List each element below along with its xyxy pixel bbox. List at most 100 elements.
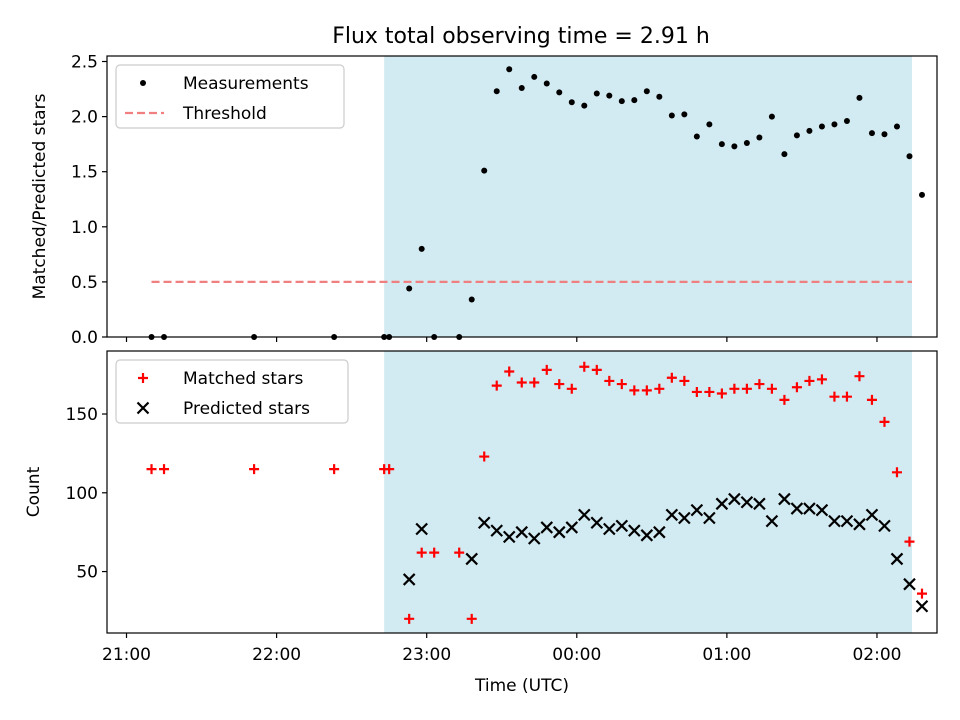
data-point	[481, 167, 488, 174]
data-point	[843, 118, 850, 125]
legend-plus-icon	[138, 373, 148, 383]
legend-top: Measurements Threshold	[115, 64, 345, 129]
data-point	[906, 153, 913, 160]
x-tick-label: 02:00	[852, 645, 901, 665]
data-point	[640, 529, 654, 542]
data-point	[803, 502, 816, 515]
data-point	[853, 518, 866, 531]
data-point	[591, 364, 602, 375]
data-point	[516, 377, 527, 388]
legend-bottom: Matched stars Predicted stars	[115, 359, 349, 424]
data-point	[756, 134, 763, 141]
data-point	[706, 121, 713, 128]
data-point	[716, 388, 727, 399]
data-point	[903, 577, 916, 591]
data-point	[728, 492, 741, 506]
data-point	[493, 88, 500, 95]
data-point	[828, 514, 841, 528]
data-point	[893, 123, 900, 130]
data-point	[681, 111, 688, 118]
data-point	[679, 375, 690, 386]
x-tick-label: 01:00	[702, 645, 751, 665]
data-point	[854, 371, 865, 382]
chart-title: Flux total observing time = 2.91 h	[332, 24, 710, 49]
data-point	[729, 383, 740, 394]
data-point	[743, 140, 750, 147]
data-point	[468, 296, 475, 303]
data-point	[556, 89, 563, 96]
data-point	[578, 508, 591, 522]
data-point	[668, 112, 675, 119]
observing-window-top	[384, 56, 912, 337]
data-point	[579, 361, 590, 372]
y-tick-label: 100	[66, 484, 98, 504]
data-point	[778, 492, 791, 506]
data-point	[915, 599, 929, 613]
data-point	[815, 503, 829, 517]
data-point	[565, 521, 579, 534]
data-point	[566, 383, 577, 394]
axes-frame-bottom	[106, 350, 938, 634]
data-point	[479, 451, 490, 462]
data-point	[631, 97, 638, 104]
data-point	[754, 379, 765, 390]
data-point	[740, 495, 754, 509]
data-point	[878, 519, 891, 533]
data-point	[466, 613, 477, 624]
legend-label: Threshold	[182, 104, 267, 124]
data-point	[766, 383, 777, 394]
data-point	[665, 508, 679, 522]
data-point	[656, 93, 663, 100]
series-predicted-stars	[402, 492, 929, 613]
data-point	[616, 379, 627, 390]
data-point	[841, 391, 852, 402]
data-point	[643, 88, 650, 95]
data-point	[329, 464, 340, 475]
data-point	[490, 524, 504, 537]
data-point	[590, 516, 604, 529]
data-point	[704, 386, 715, 397]
x-tick-label: 00:00	[552, 645, 601, 665]
legend-dot-icon	[140, 80, 146, 86]
data-point	[816, 374, 827, 385]
data-point	[904, 536, 915, 547]
data-point	[879, 416, 890, 427]
x-tick-label: 22:00	[252, 645, 301, 665]
y-tick-label: 50	[76, 563, 98, 583]
data-point	[603, 522, 616, 536]
data-point	[741, 383, 752, 394]
data-point	[791, 382, 802, 393]
data-point	[541, 364, 552, 375]
data-point	[581, 102, 588, 109]
y-axis-label: Count	[24, 466, 44, 517]
observing-window-bottom	[384, 351, 912, 633]
data-point	[793, 132, 800, 139]
data-point	[916, 588, 927, 599]
bottom-panel: 50 100 150 21:00 22:00 23:00 00:00 01:00 02:00 Co…	[24, 350, 938, 696]
data-point	[543, 80, 550, 87]
data-point	[768, 113, 775, 120]
data-point	[678, 511, 691, 525]
data-point	[606, 92, 613, 99]
data-point	[615, 519, 629, 533]
top-panel: 0.0 0.5 1.0 1.5 2.0 2.5 Matched/Predicted star…	[30, 53, 938, 348]
data-point	[804, 375, 815, 386]
data-point	[718, 141, 725, 148]
data-point	[531, 73, 538, 80]
data-point	[604, 375, 615, 386]
data-point	[866, 394, 877, 405]
data-point	[518, 84, 525, 91]
data-point	[554, 379, 565, 390]
data-point	[465, 552, 478, 566]
data-point	[629, 385, 640, 396]
data-point	[529, 377, 540, 388]
data-point	[840, 514, 854, 528]
data-point	[654, 383, 665, 394]
data-point	[568, 99, 575, 106]
data-point	[890, 552, 904, 566]
data-point	[540, 521, 554, 534]
y-tick-label: 1.0	[71, 218, 98, 238]
data-point	[146, 464, 157, 475]
data-point	[790, 502, 804, 515]
